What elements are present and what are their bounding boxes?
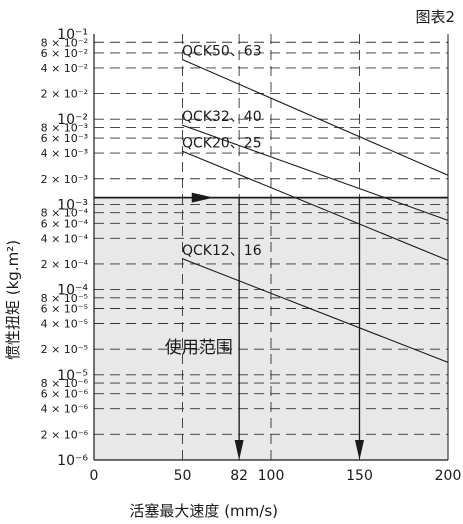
y-tick-label: 2 × 10⁻³: [41, 173, 88, 186]
speed-arrows: [234, 197, 364, 460]
y-tick-label: 4 × 10⁻⁴: [41, 232, 89, 245]
y-tick-label: 10⁻³: [57, 197, 88, 213]
series-labels: QCK50、63 QCK32、40 QCK20、25 QCK12、16: [182, 44, 262, 259]
y-axis-label: 惯性扭矩 (kg.m²): [4, 240, 22, 360]
x-tick-label: 50: [174, 468, 192, 484]
series-label: QCK12、16: [182, 243, 262, 259]
y-tick-label: 6 × 10⁻⁶: [41, 388, 89, 401]
series-line: [182, 124, 449, 221]
y-tick-label: 6 × 10⁻²: [41, 47, 88, 60]
x-axis-label: 活塞最大速度 (mm/s): [129, 502, 278, 520]
y-tick-label: 10⁻⁴: [57, 283, 88, 299]
series-line: [182, 59, 449, 176]
speed-arrow-head: [234, 440, 244, 460]
series-label: QCK20、25: [182, 135, 262, 151]
x-tick-label: 150: [346, 468, 373, 484]
y-tick-label: 10⁻⁶: [57, 453, 88, 469]
y-tick-label: 2 × 10⁻²: [41, 88, 88, 101]
series-label: QCK32、40: [182, 109, 262, 125]
x-tick-labels: 0 50 82 100 150 200: [90, 468, 462, 484]
chart-title: 图表2: [415, 8, 455, 26]
y-tick-label: 8 × 10⁻²: [41, 36, 88, 49]
series-line: [182, 150, 449, 261]
y-tick-label: 2 × 10⁻⁶: [41, 428, 89, 441]
y-tick-label: 10⁻¹: [57, 27, 88, 43]
y-tick-label: 4 × 10⁻²: [41, 62, 88, 75]
y-tick-label: 4 × 10⁻⁵: [41, 318, 88, 331]
x-tick-label: 100: [258, 468, 285, 484]
series-lines: [182, 59, 449, 363]
x-tick-label: 200: [435, 468, 462, 484]
y-tick-labels: 10⁻⁶ 2 × 10⁻⁶ 4 × 10⁻⁶ 6 × 10⁻⁶8 × 10⁻⁶10⁻⁵…: [41, 27, 89, 469]
y-tick-label: 8 × 10⁻⁶: [41, 377, 89, 390]
series-label: QCK50、63: [182, 44, 262, 60]
x-tick-label: 82: [230, 468, 248, 484]
y-tick-label: 8 × 10⁻⁵: [41, 292, 88, 305]
threshold-arrow: [191, 192, 214, 203]
speed-arrow-head: [355, 440, 364, 460]
y-tick-label: 8 × 10⁻⁴: [41, 207, 89, 220]
y-tick-label: 4 × 10⁻³: [41, 147, 88, 160]
y-tick-label: 6 × 10⁻³: [41, 132, 88, 145]
threshold-line: [94, 192, 448, 203]
y-tick-label: 6 × 10⁻⁴: [41, 217, 89, 230]
y-tick-label: 2 × 10⁻⁵: [41, 343, 88, 356]
y-tick-label: 10⁻⁵: [57, 368, 88, 384]
y-tick-label: 4 × 10⁻⁶: [41, 403, 89, 416]
x-tick-label: 0: [90, 468, 99, 484]
series-line: [182, 258, 449, 363]
y-tick-label: 2 × 10⁻⁴: [41, 258, 89, 271]
usage-region-label: 使用范围: [165, 337, 233, 358]
y-tick-label: 10⁻²: [57, 112, 88, 128]
y-tick-label: 6 × 10⁻⁵: [41, 303, 88, 316]
y-tick-label: 8 × 10⁻³: [41, 121, 88, 134]
